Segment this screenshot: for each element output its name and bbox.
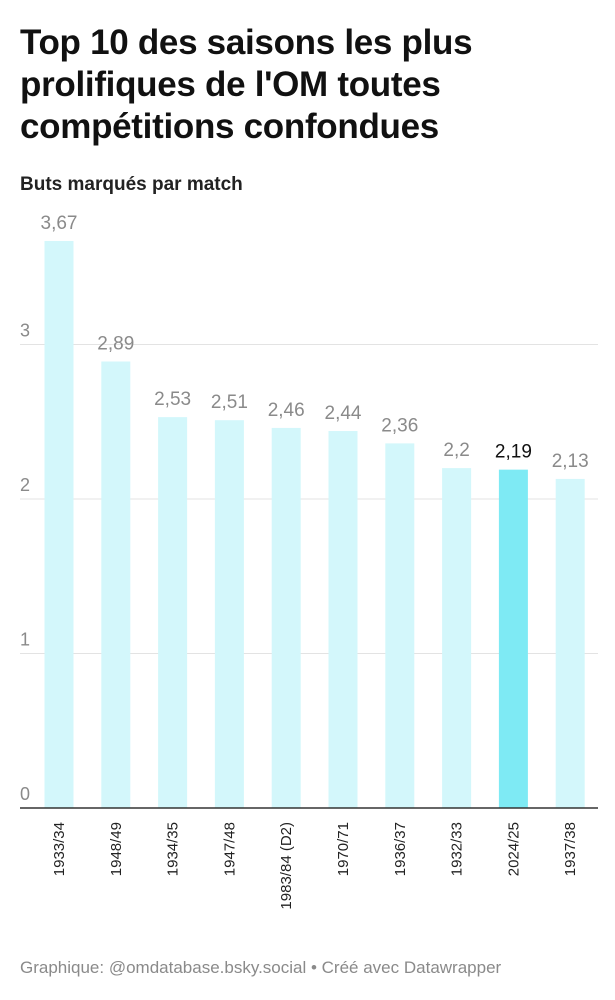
chart-subtitle: Buts marqués par match xyxy=(20,174,243,195)
category-label: 1934/35 xyxy=(165,822,182,876)
y-tick-label: 0 xyxy=(20,784,30,804)
bar xyxy=(328,431,358,808)
bar xyxy=(385,443,415,808)
value-label: 2,53 xyxy=(154,389,191,410)
category-label: 1936/37 xyxy=(392,822,409,876)
value-label: 3,67 xyxy=(41,213,78,234)
value-label: 2,2 xyxy=(443,440,469,461)
bar xyxy=(44,240,74,809)
value-label: 2,89 xyxy=(97,333,134,354)
bar xyxy=(555,478,585,808)
category-label: 2024/25 xyxy=(505,822,522,876)
bar xyxy=(442,468,472,808)
bar xyxy=(158,417,188,808)
chart-title: Top 10 des saisons les plus prolifiques … xyxy=(20,23,473,146)
category-label: 1948/49 xyxy=(108,822,125,876)
value-label: 2,46 xyxy=(268,400,305,421)
category-label: 1932/33 xyxy=(449,822,466,876)
bar-chart: 0 1 2 3 3,67 1933/34 2,89 1948/49 2,53 1934/35 2,5… xyxy=(20,213,598,910)
category-label: 1947/48 xyxy=(221,822,238,876)
chart-footer: Graphique: @omdatabase.bsky.social • Cré… xyxy=(20,958,502,977)
value-label: 2,36 xyxy=(381,415,418,436)
value-label: 2,19 xyxy=(495,442,532,463)
bar xyxy=(271,427,301,808)
y-tick-label: 2 xyxy=(20,475,30,495)
y-tick-label: 3 xyxy=(20,321,30,341)
value-label: 2,51 xyxy=(211,392,248,413)
value-label: 2,13 xyxy=(552,451,589,472)
value-label: 2,44 xyxy=(325,403,362,424)
category-label: 1937/38 xyxy=(562,822,579,876)
category-label: 1933/34 xyxy=(51,822,68,876)
y-tick-label: 1 xyxy=(20,630,30,650)
category-label: 1983/84 (D2) xyxy=(278,822,295,910)
bar xyxy=(101,361,131,808)
bar xyxy=(214,420,244,808)
bar xyxy=(498,469,528,808)
category-label: 1970/71 xyxy=(335,822,352,876)
